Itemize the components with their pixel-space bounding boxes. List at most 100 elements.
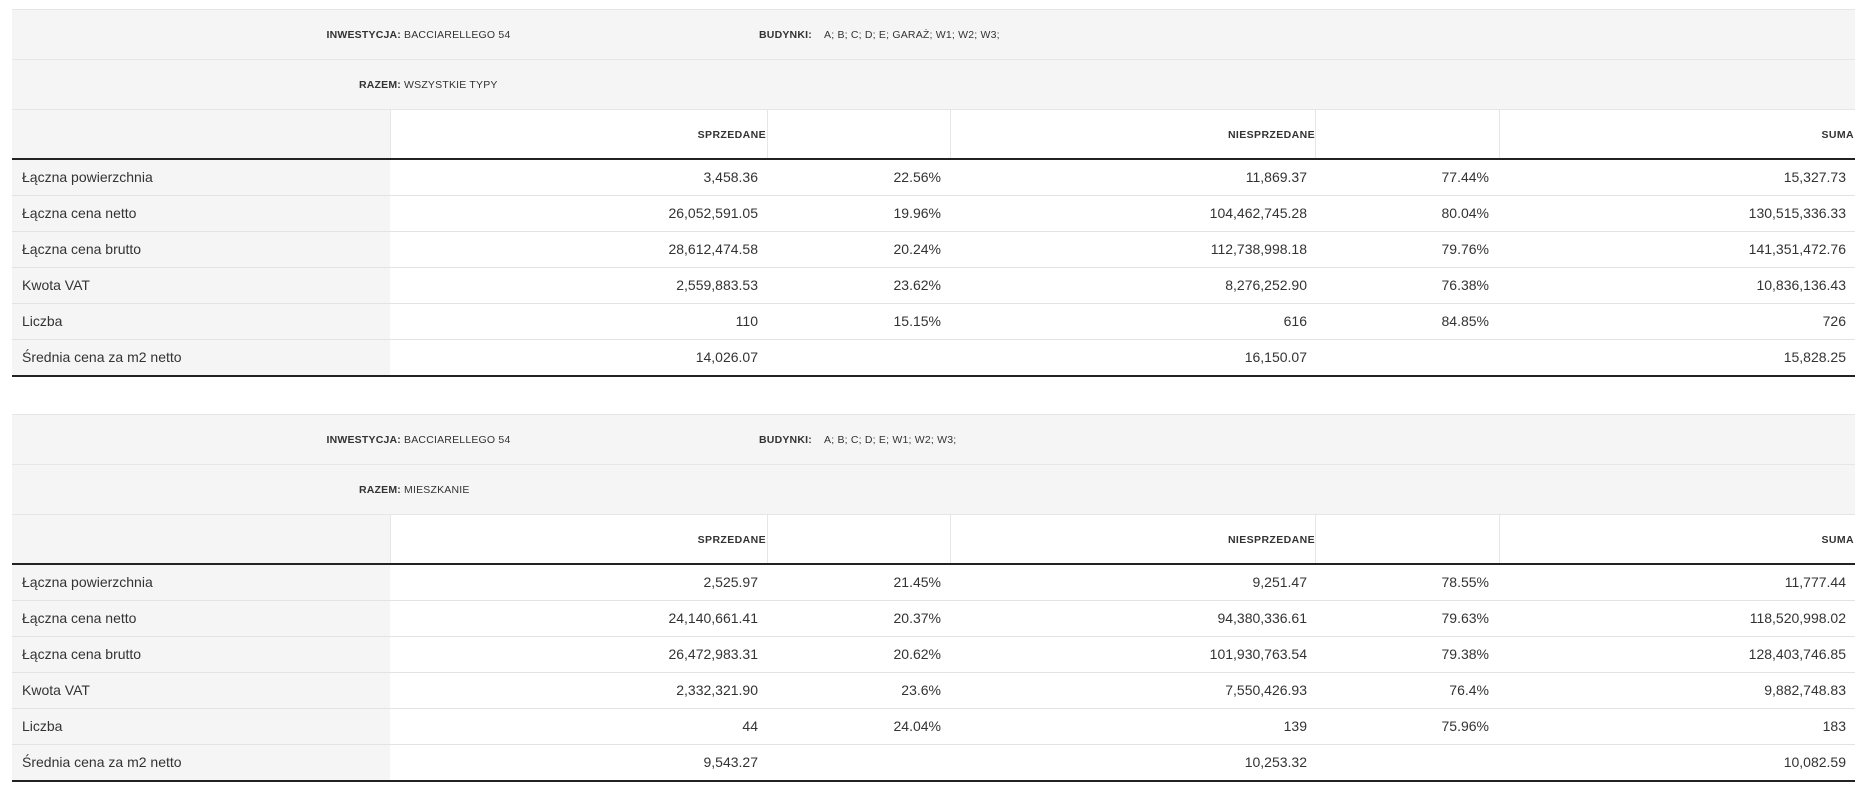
table-row: Kwota VAT 2,332,321.90 23.6% 7,550,426.9… — [12, 673, 1855, 709]
unsold-percent: 80.04% — [1441, 205, 1489, 221]
row-label: Liczba — [22, 313, 63, 329]
column-header-sum[interactable]: SUMA — [1821, 129, 1854, 141]
column-header-unsold[interactable]: NIESPRZEDANE — [1227, 129, 1315, 141]
sold-percent: 20.24% — [893, 241, 941, 257]
total-value: MIESZKANIE — [404, 484, 470, 496]
unsold-percent: 75.96% — [1441, 718, 1489, 734]
unsold-percent: 79.76% — [1441, 241, 1489, 257]
investment-header-row: INWESTYCJA: BACCIARELLEGO 54 BUDYNKI: A;… — [12, 9, 1855, 59]
unsold-percent: 79.38% — [1441, 646, 1489, 662]
sold-value: 3,458.36 — [703, 169, 759, 185]
column-header-sold[interactable]: SPRZEDANE — [697, 534, 766, 546]
sold-value: 26,052,591.05 — [668, 205, 758, 221]
row-label: Łączna powierzchnia — [22, 169, 153, 185]
unsold-value: 104,462,745.28 — [1209, 205, 1307, 221]
sold-value: 2,525.97 — [703, 574, 759, 590]
unsold-value: 101,930,763.54 — [1209, 646, 1307, 662]
sold-value: 110 — [735, 313, 758, 329]
sum-value: 15,327.73 — [1783, 169, 1846, 185]
sum-value: 118,520,998.02 — [1749, 610, 1846, 626]
unsold-percent: 76.4% — [1449, 682, 1489, 698]
buildings-value: A; B; C; D; E; W1; W2; W3; — [824, 434, 957, 446]
table-row: Liczba 110 15.15% 616 84.85% 726 — [12, 304, 1855, 340]
total-header-row: RAZEM: MIESZKANIE — [12, 464, 1855, 514]
total-label: RAZEM: — [358, 79, 401, 91]
sold-value: 28,612,474.58 — [668, 241, 758, 257]
sold-percent: 19.96% — [893, 205, 941, 221]
buildings-label: BUDYNKI: — [759, 434, 812, 446]
table-row: Średnia cena za m2 netto 14,026.07 16,15… — [12, 340, 1855, 376]
total-value: WSZYSTKIE TYPY — [404, 79, 498, 91]
unsold-percent: 76.38% — [1441, 277, 1489, 293]
column-header-unsold[interactable]: NIESPRZEDANE — [1227, 534, 1315, 546]
table-row: Średnia cena za m2 netto 9,543.27 10,253… — [12, 745, 1855, 781]
total-header-row: RAZEM: WSZYSTKIE TYPY — [12, 59, 1855, 109]
sum-value: 15,828.25 — [1783, 349, 1846, 365]
row-label: Kwota VAT — [22, 682, 90, 698]
table-row: Liczba 44 24.04% 139 75.96% 183 — [12, 709, 1855, 745]
sold-percent: 15.15% — [893, 313, 941, 329]
sum-value: 141,351,472.76 — [1748, 241, 1846, 257]
table-row: Łączna powierzchnia 3,458.36 22.56% 11,8… — [12, 160, 1855, 196]
sum-value: 128,403,746.85 — [1748, 646, 1846, 662]
header-divider — [12, 158, 1855, 160]
unsold-value: 9,251.47 — [1252, 574, 1308, 590]
sold-value: 44 — [742, 718, 758, 734]
row-label: Łączna cena netto — [22, 610, 137, 626]
row-label: Średnia cena za m2 netto — [22, 349, 182, 365]
unsold-percent: 78.55% — [1441, 574, 1489, 590]
sold-value: 2,332,321.90 — [676, 682, 758, 698]
column-header-row: SPRZEDANE NIESPRZEDANE SUMA — [12, 109, 1855, 160]
unsold-value: 94,380,336.61 — [1217, 610, 1307, 626]
sold-percent: 22.56% — [893, 169, 941, 185]
unsold-value: 7,550,426.93 — [1225, 682, 1307, 698]
unsold-value: 16,150.07 — [1244, 349, 1307, 365]
sold-value: 26,472,983.31 — [668, 646, 758, 662]
row-label: Łączna cena netto — [22, 205, 137, 221]
sold-value: 9,543.27 — [703, 754, 759, 770]
buildings-value: A; B; C; D; E; GARAŻ; W1; W2; W3; — [824, 29, 1000, 41]
investment-value: BACCIARELLEGO 54 — [404, 29, 511, 41]
sold-percent: 23.6% — [901, 682, 941, 698]
unsold-percent: 79.63% — [1441, 610, 1489, 626]
unsold-value: 8,276,252.90 — [1225, 277, 1307, 293]
unsold-value: 616 — [1283, 313, 1307, 329]
total-label: RAZEM: — [358, 484, 401, 496]
sum-value: 10,836,136.43 — [1756, 277, 1846, 293]
sold-percent: 24.04% — [893, 718, 941, 734]
column-header-row: SPRZEDANE NIESPRZEDANE SUMA — [12, 514, 1855, 565]
table-row: Łączna powierzchnia 2,525.97 21.45% 9,25… — [12, 565, 1855, 601]
row-label: Łączna cena brutto — [22, 241, 142, 257]
unsold-percent: 84.85% — [1441, 313, 1489, 329]
row-label: Łączna powierzchnia — [22, 574, 153, 590]
row-label: Kwota VAT — [22, 277, 90, 293]
sum-value: 726 — [1822, 313, 1846, 329]
sum-value: 9,882,748.83 — [1764, 682, 1846, 698]
row-label: Średnia cena za m2 netto — [22, 754, 182, 770]
header-divider — [12, 563, 1855, 565]
investment-label: INWESTYCJA: — [326, 434, 401, 446]
sold-value: 24,140,661.41 — [668, 610, 758, 626]
column-header-sum[interactable]: SUMA — [1821, 534, 1854, 546]
sum-value: 183 — [1822, 718, 1846, 734]
unsold-percent: 77.44% — [1441, 169, 1489, 185]
row-label: Łączna cena brutto — [22, 646, 142, 662]
row-label: Liczba — [22, 718, 63, 734]
sum-value: 10,082.59 — [1783, 754, 1846, 770]
sold-percent: 20.62% — [893, 646, 941, 662]
sold-percent: 20.37% — [893, 610, 941, 626]
sold-percent: 21.45% — [893, 574, 941, 590]
column-header-sold[interactable]: SPRZEDANE — [697, 129, 766, 141]
sold-value: 2,559,883.53 — [676, 277, 758, 293]
table-row: Łączna cena netto 24,140,661.41 20.37% 9… — [12, 601, 1855, 637]
table-bottom-border — [12, 780, 1855, 782]
investment-value: BACCIARELLEGO 54 — [404, 434, 511, 446]
unsold-value: 139 — [1283, 718, 1307, 734]
table-row: Łączna cena netto 26,052,591.05 19.96% 1… — [12, 196, 1855, 232]
buildings-label: BUDYNKI: — [759, 29, 812, 41]
table-row: Kwota VAT 2,559,883.53 23.62% 8,276,252.… — [12, 268, 1855, 304]
table-row: Łączna cena brutto 26,472,983.31 20.62% … — [12, 637, 1855, 673]
unsold-value: 112,738,998.18 — [1210, 241, 1307, 257]
sold-value: 14,026.07 — [695, 349, 758, 365]
sum-value: 130,515,336.33 — [1748, 205, 1846, 221]
